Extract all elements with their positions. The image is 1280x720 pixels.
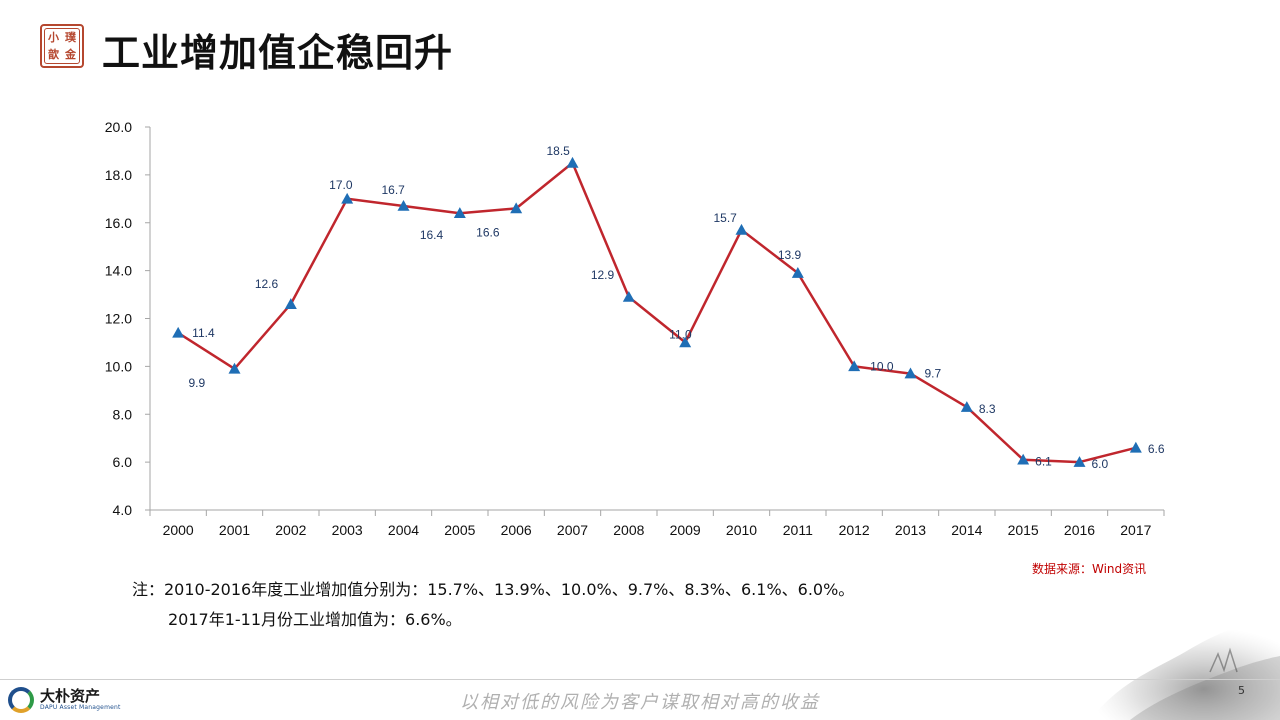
y-tick-label: 6.0 [113,454,133,470]
y-tick-label: 14.0 [105,263,132,279]
data-label: 12.9 [591,268,615,282]
data-point [341,192,354,204]
x-tick-label: 2003 [332,522,363,538]
seal-char: 小 [48,30,59,44]
data-point [904,367,917,379]
data-point [566,156,579,168]
seal-char: 金 [65,47,76,61]
x-tick-label: 2004 [388,522,419,538]
x-tick-label: 2002 [275,522,306,538]
series-line [177,161,1137,464]
seal-logo: 小 璞 歆 金 [40,24,84,68]
data-point [510,202,523,214]
data-label: 11.4 [192,326,215,340]
x-tick-label: 2010 [726,522,757,538]
data-label: 16.7 [382,183,406,197]
y-tick-label: 12.0 [105,311,132,327]
data-label: 15.7 [714,211,738,225]
data-label: 17.0 [329,178,353,192]
data-point [228,362,241,374]
logo-ring-icon [8,687,34,713]
y-tick-label: 10.0 [105,358,132,374]
seal-char: 歆 [48,47,59,61]
y-tick-label: 20.0 [105,119,132,135]
data-point [622,290,635,302]
data-label: 13.9 [778,248,802,262]
data-label: 6.1 [1035,455,1052,469]
y-tick-label: 18.0 [105,167,132,183]
y-tick-label: 16.0 [105,215,132,231]
x-tick-label: 2015 [1008,522,1039,538]
data-label: 10.0 [870,359,894,373]
data-label: 9.9 [189,376,206,390]
data-point [397,199,410,211]
x-tick-label: 2012 [839,522,870,538]
x-tick-label: 2011 [783,522,813,538]
data-point [453,207,466,218]
y-tick-label: 8.0 [113,406,133,422]
data-point [679,336,692,348]
page-title: 工业增加值企稳回升 [102,31,454,75]
data-point [1017,453,1030,465]
logo-name-cn: 大朴资产 [40,687,101,705]
data-point [1073,456,1086,467]
data-point [172,326,185,338]
data-label: 6.0 [1092,457,1109,471]
x-tick-label: 2005 [444,522,475,538]
seal-char: 璞 [65,30,76,44]
x-tick-label: 2001 [219,522,250,538]
data-label: 6.6 [1148,442,1165,456]
footnote-line-2: 2017年1-11月份工业增加值为：6.6%。 [168,610,462,629]
slogan: 以相对低的风险为客户谋取相对高的收益 [460,692,820,713]
x-tick-label: 2017 [1120,522,1151,538]
x-tick-label: 2008 [613,522,644,538]
data-label: 18.5 [547,144,571,158]
page-number: 5 [1238,684,1245,697]
data-label: 9.7 [925,367,942,381]
logo-name-en: DAPU Asset Management [40,704,121,711]
data-label: 16.6 [476,225,500,239]
x-tick-label: 2014 [951,522,982,538]
data-point [960,401,973,412]
data-label: 11.0 [669,327,692,341]
footer-divider [0,679,1280,680]
x-tick-label: 2016 [1064,522,1095,538]
y-tick-label: 4.0 [113,502,133,518]
data-point [791,267,804,278]
data-point [1129,441,1142,453]
ink-landscape-decoration [1090,617,1280,720]
data-source: 数据来源：Wind资讯 [1032,562,1147,576]
x-tick-label: 2009 [670,522,701,538]
data-point [284,298,297,309]
footnote: 注：2010-2016年度工业增加值分别为：15.7%、13.9%、10.0%、… [132,575,854,635]
data-label: 12.6 [255,277,279,291]
data-point [735,223,748,235]
company-logo: 大朴资产 DAPU Asset Management [8,684,121,716]
data-label: 16.4 [420,228,444,242]
x-tick-label: 2006 [501,522,532,538]
data-point [848,360,861,372]
footnote-line-1: 注：2010-2016年度工业增加值分别为：15.7%、13.9%、10.0%、… [132,580,855,599]
x-tick-label: 2007 [557,522,588,538]
x-tick-label: 2000 [163,522,194,538]
x-tick-label: 2013 [895,522,926,538]
data-label: 8.3 [979,402,996,416]
